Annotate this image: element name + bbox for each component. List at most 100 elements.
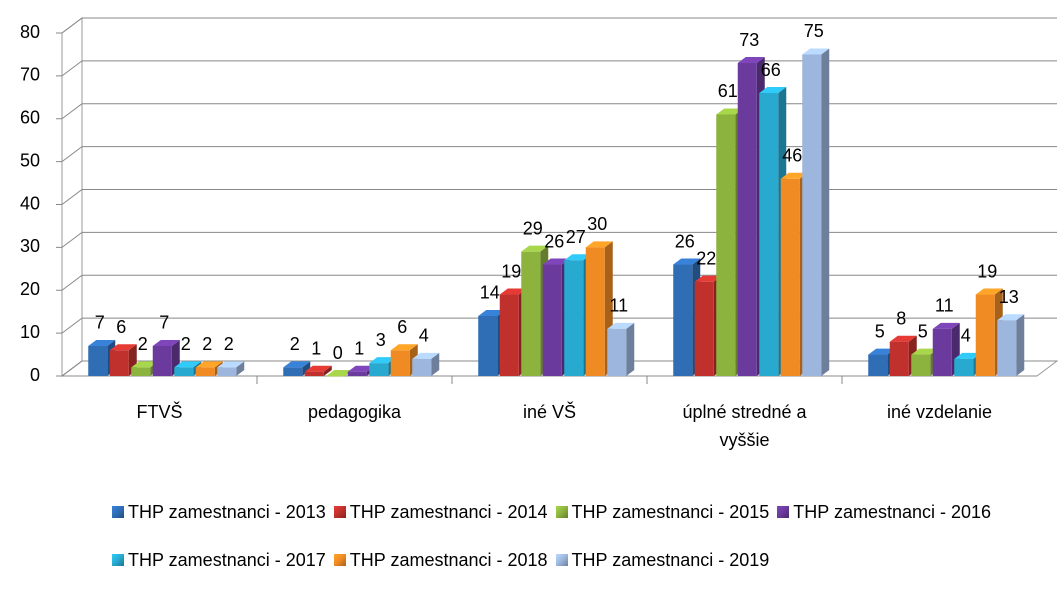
data-label: 6 [116,317,126,337]
bar-top [109,344,137,351]
x-tick-label: FTVŠ [136,402,183,422]
bar-top [283,361,311,368]
bar-top [217,361,245,368]
legend-item: THP zamestnanci - 2019 [555,536,770,584]
grid-line [61,17,1057,34]
bar [304,371,324,376]
bar-top [131,361,159,368]
legend-swatch [112,554,124,566]
bar [109,350,129,376]
bar [932,328,952,376]
bar [542,264,562,376]
bar [868,354,888,376]
bar-top [499,288,527,295]
legend-swatch [777,506,790,518]
data-label: 4 [419,326,429,346]
bar [412,358,432,376]
bar [954,358,974,376]
data-label: 8 [896,308,906,328]
data-label: 13 [999,287,1019,307]
data-label: 6 [397,317,407,337]
data-label: 2 [290,334,300,354]
data-label: 75 [804,21,824,41]
bar [217,367,237,376]
legend-label: THP zamestnanci - 2014 [349,501,548,522]
bar [326,376,346,377]
bar [585,247,605,376]
bar [131,367,151,376]
bar [759,93,779,377]
x-tick-label: pedagogika [307,402,402,422]
y-tick-label: 40 [20,193,40,213]
data-label: 29 [523,218,543,238]
data-label: 1 [354,338,364,358]
bar-top [737,57,765,64]
grid-line [61,146,1057,163]
bar-top [152,339,180,346]
data-label: 4 [961,326,971,346]
legend-label: THP zamestnanci - 2013 [128,501,326,522]
bar [607,328,627,376]
bar [780,178,800,376]
bar-top [889,335,917,342]
bar-top [326,370,354,376]
bar-top [174,361,202,368]
bar [390,350,410,376]
bar [802,54,822,376]
bar-top [759,87,787,94]
bar-top [304,365,332,372]
bar [283,367,303,376]
bar-side [323,365,332,376]
data-label: 2 [138,334,148,354]
data-label: 2 [224,334,234,354]
bar [564,260,584,376]
legend-item: THP zamestnanci - 2017 [112,536,326,584]
data-label: 11 [609,296,628,316]
bar-top [716,108,744,115]
bar-side [236,361,245,376]
data-label: 7 [95,313,105,333]
data-label: 26 [544,231,564,251]
y-tick-label: 70 [20,65,40,85]
bar-top [868,348,896,355]
grid-line [61,103,1057,120]
bar-side [431,352,440,376]
y-tick-label: 30 [20,236,40,256]
data-label: 2 [181,334,191,354]
bar-top [88,339,116,346]
bar [694,281,714,376]
bar [889,341,909,376]
legend: THP zamestnanci - 2013 THP zamestnanci - … [112,488,1012,584]
data-label: 5 [918,321,928,341]
bar [478,315,498,376]
data-label: 11 [935,296,954,316]
data-label: 3 [376,330,386,350]
bar-top [694,275,722,282]
bar-top [585,241,613,248]
legend-label: THP zamestnanci - 2019 [571,549,770,570]
bar [152,345,172,376]
bar [737,63,757,376]
x-tick-label: iné vzdelanie [886,402,993,422]
grid-line [61,60,1057,77]
bar [195,367,215,376]
bar-top [412,352,440,359]
y-tick-label: 10 [20,322,40,342]
bar-top [802,48,830,55]
x-tick-label: iné VŠ [522,402,577,422]
data-label: 61 [718,81,738,101]
legend-item: THP zamestnanci - 2016 [777,488,991,536]
legend-item: THP zamestnanci - 2015 [555,488,769,536]
data-label: 22 [696,248,716,268]
bar-top [780,172,808,179]
data-label: 7 [159,313,169,333]
data-label: 27 [566,227,586,247]
bar-top [673,258,701,265]
data-label: 26 [675,231,695,251]
legend-swatch [333,506,346,518]
bar [174,367,194,376]
bar-top [954,352,982,359]
data-label: 73 [739,30,759,50]
legend-swatch [555,506,568,518]
legend-item: THP zamestnanci - 2014 [333,488,548,536]
